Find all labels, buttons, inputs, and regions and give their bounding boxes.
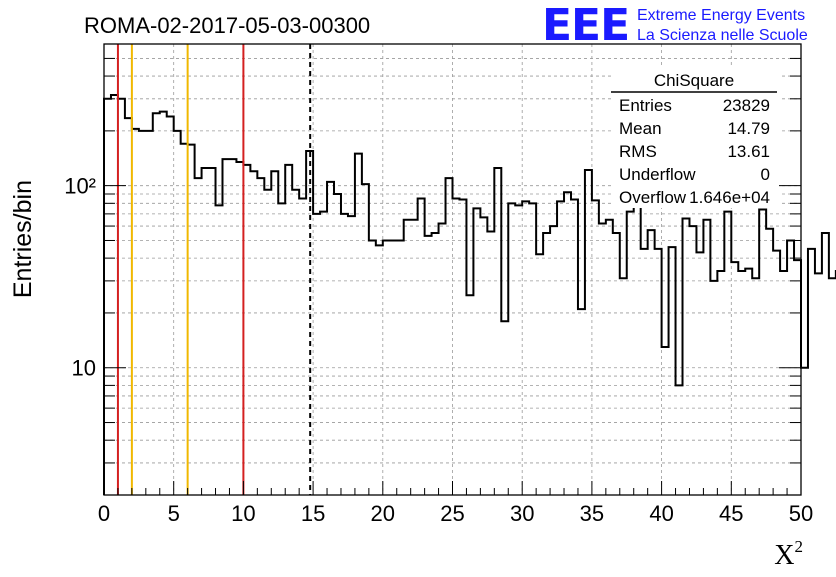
x-axis-label-symbol: X [774,540,794,571]
tick-labels-layer: 0 5 10 15 20 25 30 35 40 45 50 10 10² [64,174,813,526]
stats-label-mean: Mean [619,119,662,138]
x-tick-label: 30 [510,501,534,526]
stats-value-mean: 14.79 [727,119,770,138]
y-tick-label: 10² [64,174,96,199]
x-tick-label: 40 [649,501,673,526]
x-tick-label: 35 [580,501,604,526]
logo-tagline-1: Extreme Energy Events [637,7,805,24]
logo-tagline-2: La Scienza nelle Scuole [637,27,808,44]
x-tick-label: 25 [440,501,464,526]
x-axis-label: X2 [774,537,803,571]
x-axis-label-exponent: 2 [795,537,804,556]
x-tick-label: 45 [719,501,743,526]
eee-logo: EEE [542,0,629,51]
stats-value-rms: 13.61 [727,142,770,161]
x-tick-label: 0 [98,501,110,526]
x-tick-label: 20 [371,501,395,526]
x-tick-label: 10 [231,501,255,526]
y-tick-label: 10 [72,356,96,381]
histogram-layer [103,93,836,495]
stats-value-underflow: 0 [761,165,770,184]
histogram-outline [103,93,836,495]
stats-box: ChiSquare Entries 23829 Mean 14.79 RMS 1… [611,68,779,208]
stats-label-rms: RMS [619,142,657,161]
y-axis-label: Entries/bin [9,180,37,298]
stats-value-entries: 23829 [723,96,770,115]
stats-label-overflow: Overflow [619,188,687,207]
axis-ticks-layer [103,57,802,495]
x-tick-label: 5 [168,501,180,526]
stats-value-overflow: 1.646e+04 [689,188,770,207]
run-title: ROMA-02-2017-05-03-00300 [84,13,370,38]
stats-label-entries: Entries [619,96,672,115]
x-tick-label: 15 [301,501,325,526]
x-tick-label: 50 [789,501,813,526]
stats-box-title: ChiSquare [654,71,734,90]
reference-lines-layer [116,44,312,495]
stats-label-underflow: Underflow [619,165,696,184]
